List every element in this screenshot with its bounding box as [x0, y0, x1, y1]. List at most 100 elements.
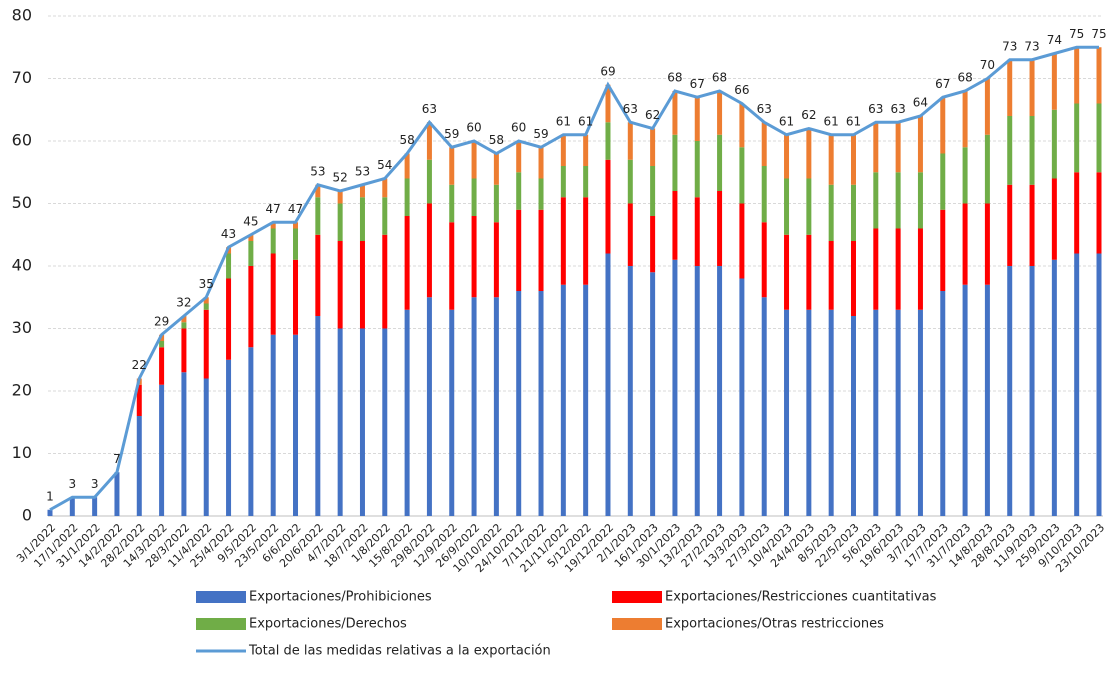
- value-label: 1: [46, 489, 54, 503]
- legend-swatch: [196, 618, 246, 630]
- bar-segment: [337, 203, 343, 241]
- bar-segment: [159, 341, 165, 348]
- bar-segment: [136, 416, 142, 516]
- bar-segment: [1029, 59, 1035, 116]
- bar-segment: [739, 278, 745, 516]
- bar-segment: [627, 159, 633, 204]
- bar-segment: [426, 203, 432, 298]
- value-label: 3: [68, 477, 76, 491]
- bar-segment: [315, 234, 321, 316]
- bar-segment: [761, 166, 767, 223]
- value-label: 59: [533, 127, 548, 141]
- bar-segment: [449, 184, 455, 223]
- bar-segment: [92, 497, 98, 516]
- bar-segment: [382, 234, 388, 329]
- bar-segment: [850, 316, 856, 516]
- bar-segment: [560, 134, 566, 166]
- value-label: 63: [890, 102, 905, 116]
- bar-segment: [538, 147, 544, 179]
- bar-segment: [694, 141, 700, 198]
- bar-segment: [426, 159, 432, 204]
- bar-segment: [962, 284, 968, 516]
- bar-segment: [493, 297, 499, 516]
- bar-segment: [984, 284, 990, 516]
- value-label: 62: [645, 108, 660, 122]
- bar-segment: [516, 172, 522, 210]
- bar-segment: [761, 297, 767, 516]
- y-tick-label: 60: [12, 131, 32, 150]
- bar-segment: [1051, 178, 1057, 260]
- bar-segment: [895, 122, 901, 173]
- bar-segment: [917, 116, 923, 173]
- bar-segment: [895, 309, 901, 516]
- bar-segment: [672, 134, 678, 191]
- value-label: 43: [221, 227, 236, 241]
- bar-segment: [270, 253, 276, 335]
- bar-segment: [806, 234, 812, 310]
- bar-segment: [248, 241, 254, 266]
- legend-label: Total de las medidas relativas a la expo…: [248, 644, 551, 659]
- bar-segment: [181, 316, 187, 323]
- bar-segment: [114, 472, 120, 516]
- bar-segment: [605, 122, 611, 160]
- bar-segment: [650, 216, 656, 273]
- bar-segment: [359, 241, 365, 329]
- bar-segment: [293, 222, 299, 229]
- value-label: 68: [957, 71, 972, 85]
- bar-segment: [605, 159, 611, 254]
- bar-segment: [583, 134, 589, 166]
- y-tick-label: 50: [12, 193, 32, 212]
- bar-segment: [717, 191, 723, 266]
- value-label: 47: [266, 202, 281, 216]
- bar-segment: [159, 384, 165, 516]
- value-label: 66: [734, 83, 749, 97]
- bar-segment: [382, 328, 388, 516]
- bar-segment: [650, 166, 656, 216]
- value-label: 29: [154, 314, 169, 328]
- value-label: 32: [176, 296, 191, 310]
- bar-segment: [895, 228, 901, 310]
- value-label: 61: [578, 114, 593, 128]
- bar-segment: [917, 172, 923, 229]
- bar-segment: [337, 191, 343, 204]
- value-label: 58: [489, 133, 504, 147]
- bar-segment: [806, 178, 812, 235]
- bar-segment: [248, 234, 254, 241]
- bar-segment: [560, 284, 566, 516]
- bar-segment: [226, 278, 232, 360]
- bar-segment: [694, 197, 700, 266]
- bar-segment: [47, 509, 53, 516]
- bar-segment: [359, 328, 365, 516]
- bar-segment: [315, 316, 321, 516]
- bar-segment: [1051, 259, 1057, 516]
- bar-segment: [917, 228, 923, 310]
- bar-segment: [1074, 172, 1080, 254]
- bar-segment: [850, 134, 856, 185]
- bar-segment: [984, 203, 990, 285]
- bar-segment: [560, 166, 566, 198]
- bar-segment: [940, 209, 946, 291]
- value-label: 59: [444, 127, 459, 141]
- bar-segment: [627, 266, 633, 516]
- bar-segment: [359, 184, 365, 198]
- bar-segment: [940, 97, 946, 154]
- bar-segment: [672, 259, 678, 516]
- value-label: 3: [91, 477, 99, 491]
- bar-segment: [1074, 47, 1080, 104]
- value-label: 35: [199, 277, 214, 291]
- bar-segment: [1074, 253, 1080, 516]
- bar-segment: [516, 141, 522, 173]
- bar-segment: [69, 497, 75, 516]
- bar-segment: [717, 134, 723, 191]
- bar-segment: [627, 122, 633, 160]
- y-tick-label: 70: [12, 68, 32, 87]
- bar-segment: [583, 197, 589, 285]
- bar-segment: [426, 297, 432, 516]
- bar-segment: [739, 203, 745, 279]
- bar-segment: [1029, 266, 1035, 516]
- bar-segment: [784, 309, 790, 516]
- bar-segment: [493, 153, 499, 185]
- y-tick-label: 40: [12, 256, 32, 275]
- bar-segment: [828, 241, 834, 310]
